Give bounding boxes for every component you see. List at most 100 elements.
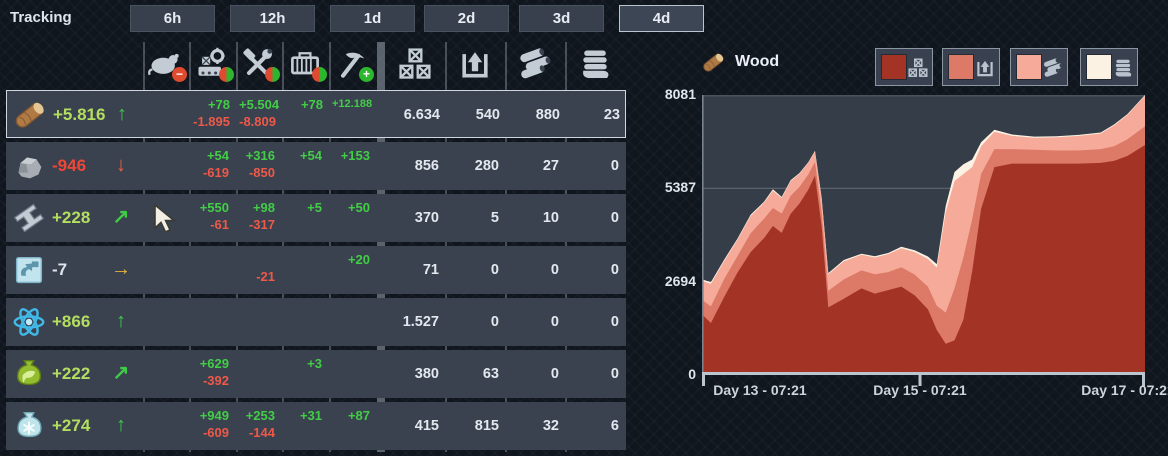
flow-cell	[145, 402, 182, 450]
flow-gain	[145, 142, 182, 165]
output-icon	[977, 60, 993, 77]
flow-loss: -850	[248, 165, 275, 180]
construction-icon-header	[240, 46, 280, 82]
logs-icon	[1042, 57, 1064, 79]
flow-loss	[284, 217, 322, 237]
tracking-label: Tracking	[10, 9, 72, 26]
reserve-icon	[583, 50, 609, 78]
flow-cell	[331, 298, 370, 346]
resource-row-blueprint[interactable]: -7 → -21 +20 71 0 0 0	[6, 246, 626, 294]
flow-loss	[331, 269, 370, 289]
flow-loss	[285, 114, 323, 134]
flow-gain: +12.188	[332, 98, 373, 110]
production-icon	[198, 47, 225, 76]
flow-cell: +50	[331, 194, 370, 242]
split-badge	[311, 67, 327, 82]
flow-loss	[145, 321, 182, 341]
flow-gain	[145, 298, 182, 321]
stock-value: 0	[610, 262, 619, 278]
net-change-value: -946	[52, 156, 87, 175]
stockpile-crates-icon	[908, 58, 928, 77]
flow-loss	[145, 373, 182, 393]
flow-gain	[238, 246, 275, 269]
flow-cell: +153	[331, 142, 370, 190]
flow-loss	[238, 373, 275, 393]
flow-cell: +87	[331, 402, 370, 450]
flow-cell	[145, 142, 182, 190]
flow-gain	[331, 350, 370, 373]
minus-badge: −	[172, 67, 187, 82]
flow-gain	[145, 402, 182, 425]
range-button-1d[interactable]: 1d	[330, 5, 415, 32]
flow-cell	[191, 246, 229, 294]
flow-cell	[145, 298, 182, 346]
output-icon	[974, 57, 996, 79]
legend-toggle-logs[interactable]	[1010, 48, 1068, 86]
flow-gain: +31	[299, 408, 322, 423]
flow-gain: +87	[347, 408, 370, 423]
range-button-3d[interactable]: 3d	[519, 5, 604, 32]
x-axis-tick-label: Day 17 - 07:21	[1081, 382, 1168, 398]
range-button-4d[interactable]: 4d	[619, 5, 704, 32]
range-button-6h[interactable]: 6h	[130, 5, 215, 32]
legend-toggle-reserve[interactable]	[1080, 48, 1138, 86]
resource-row-wood[interactable]: +5.816 ↑ +78 -1.895 +5.504 -8.809 +78 +12.188 6.…	[6, 90, 626, 138]
flow-gain: +253	[245, 408, 275, 423]
y-axis-tick-label: 5387	[664, 179, 696, 196]
stock-value: 32	[542, 418, 559, 434]
stock-value: 0	[550, 366, 559, 382]
flow-loss	[331, 321, 370, 341]
production-icon-header	[194, 46, 234, 82]
flow-cell: +54 -619	[191, 142, 229, 190]
flow-cell	[238, 350, 275, 398]
stock-value: 815	[474, 418, 499, 434]
resource-row-knowledge[interactable]: +866 ↑ 1.527 0 0 0	[6, 298, 626, 346]
flow-cell: +98 -317	[238, 194, 275, 242]
legend-toggle-output[interactable]	[942, 48, 1000, 86]
wood-log-icon	[700, 49, 727, 76]
steel-beam-icon	[10, 199, 48, 237]
range-button-2d[interactable]: 2d	[424, 5, 509, 32]
wood-area-chart	[702, 95, 1145, 386]
stock-value: 415	[414, 418, 439, 434]
flow-gain	[145, 246, 182, 269]
flow-gain: +20	[347, 252, 370, 267]
legend-toggle-stockpile[interactable]	[875, 48, 933, 86]
stone-icon	[10, 147, 48, 185]
net-change-value: -7	[52, 260, 68, 279]
flow-cell: -21	[238, 246, 275, 294]
flow-gain	[191, 298, 229, 321]
flow-gain: +629	[199, 356, 229, 371]
flow-loss	[191, 321, 229, 341]
knowledge-icon	[13, 308, 45, 336]
stock-value: 5	[490, 210, 499, 226]
flow-loss	[332, 114, 371, 134]
flow-loss	[331, 373, 370, 393]
stock-value: 280	[474, 158, 499, 174]
resource-row-salt[interactable]: +274 ↑ +949 -609 +253 -144 +31 +87 415 815 32 6	[6, 402, 626, 450]
stock-value: 0	[610, 158, 619, 174]
net-change-value: +866	[52, 312, 91, 331]
flow-cell	[331, 350, 370, 398]
rodent-icon-header: −	[147, 46, 187, 82]
stock-value: 540	[475, 107, 500, 123]
reserve-icon-header	[577, 46, 613, 82]
flow-cell: +20	[331, 246, 370, 294]
stock-value: 880	[535, 107, 560, 123]
flow-cell: +316 -850	[238, 142, 275, 190]
flow-loss	[331, 165, 370, 185]
flow-gain: +5	[307, 200, 322, 215]
legend-color-swatch	[1086, 54, 1112, 80]
flow-cell	[284, 246, 322, 294]
resource-row-fertilizer[interactable]: +222 ↗ +629 -392 +3 380 63 0 0	[6, 350, 626, 398]
stock-value: 6.634	[403, 107, 440, 123]
stockpile-crates-icon-header	[397, 46, 433, 82]
flow-gain: +949	[199, 408, 229, 423]
mouse-cursor	[154, 204, 177, 234]
range-button-12h[interactable]: 12h	[230, 5, 315, 32]
resource-row-stone[interactable]: -946 ↓ +54 -619 +316 -850 +54 +153 856 280 27 0	[6, 142, 626, 190]
stockpile-crates-icon	[907, 57, 929, 79]
stock-value: 71	[422, 262, 439, 278]
resource-row-steel-beam[interactable]: +228 ↗ +550 -61 +98 -317 +5 +50 370 5 10 0	[6, 194, 626, 242]
